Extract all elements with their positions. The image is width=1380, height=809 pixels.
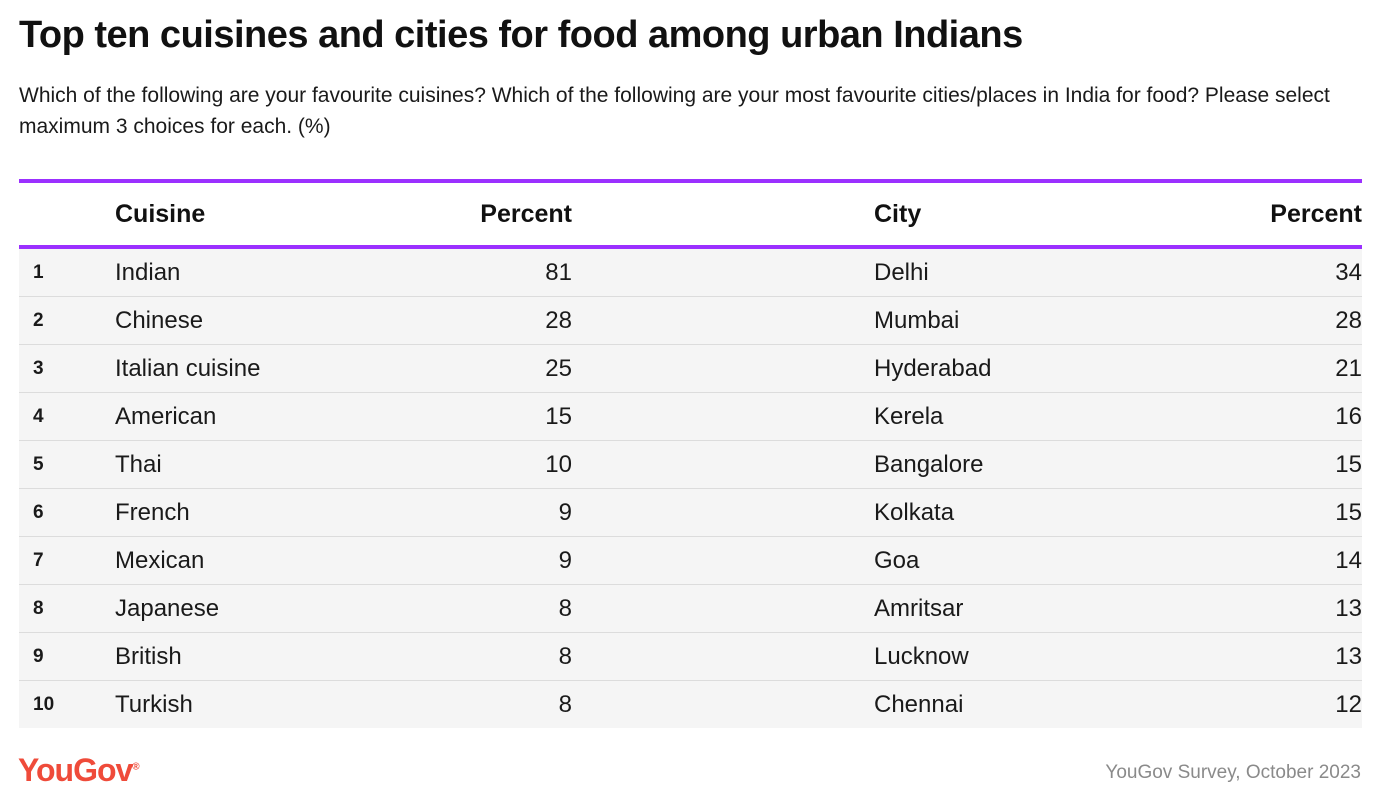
city-cell: Hyderabad bbox=[874, 344, 1134, 393]
city-percent-cell: 16 bbox=[1134, 392, 1362, 441]
ranking-table: Cuisine Percent City Percent 1 Indian 81 De… bbox=[19, 179, 1362, 728]
rank-header bbox=[19, 179, 115, 249]
rank-cell: 2 bbox=[19, 296, 115, 345]
cuisine-percent-cell: 81 bbox=[375, 247, 572, 297]
ranking-table-container: Cuisine Percent City Percent 1 Indian 81 De… bbox=[19, 179, 1362, 728]
city-cell: Mumbai bbox=[874, 296, 1134, 345]
city-percent-header: Percent bbox=[1134, 179, 1362, 249]
table-row: 5 Thai 10 Bangalore 15 bbox=[19, 440, 1362, 489]
spacer-cell bbox=[572, 440, 874, 489]
city-percent-cell: 15 bbox=[1134, 488, 1362, 537]
spacer-cell bbox=[572, 680, 874, 728]
city-percent-cell: 12 bbox=[1134, 680, 1362, 728]
table-row: 10 Turkish 8 Chennai 12 bbox=[19, 680, 1362, 728]
rank-cell: 3 bbox=[19, 344, 115, 393]
city-cell: Chennai bbox=[874, 680, 1134, 728]
city-cell: Kerela bbox=[874, 392, 1134, 441]
spacer-cell bbox=[572, 488, 874, 537]
city-percent-cell: 21 bbox=[1134, 344, 1362, 393]
spacer-header bbox=[572, 179, 874, 249]
cuisine-percent-cell: 25 bbox=[375, 344, 572, 393]
rank-cell: 5 bbox=[19, 440, 115, 489]
rank-cell: 7 bbox=[19, 536, 115, 585]
cuisine-percent-cell: 8 bbox=[375, 632, 572, 681]
spacer-cell bbox=[572, 536, 874, 585]
rank-cell: 10 bbox=[19, 680, 115, 728]
spacer-cell bbox=[572, 247, 874, 297]
city-cell: Lucknow bbox=[874, 632, 1134, 681]
table-row: 8 Japanese 8 Amritsar 13 bbox=[19, 584, 1362, 633]
cuisine-percent-header: Percent bbox=[375, 179, 572, 249]
rank-cell: 1 bbox=[19, 247, 115, 297]
spacer-cell bbox=[572, 344, 874, 393]
cuisine-cell: French bbox=[115, 488, 375, 537]
city-percent-cell: 28 bbox=[1134, 296, 1362, 345]
city-percent-cell: 13 bbox=[1134, 584, 1362, 633]
table-row: 6 French 9 Kolkata 15 bbox=[19, 488, 1362, 537]
spacer-cell bbox=[572, 296, 874, 345]
cuisine-cell: Indian bbox=[115, 247, 375, 297]
cuisine-cell: Italian cuisine bbox=[115, 344, 375, 393]
city-percent-cell: 15 bbox=[1134, 440, 1362, 489]
yougov-logo: YouGov® bbox=[18, 752, 140, 789]
city-percent-cell: 13 bbox=[1134, 632, 1362, 681]
cuisine-cell: Chinese bbox=[115, 296, 375, 345]
rank-cell: 9 bbox=[19, 632, 115, 681]
city-header: City bbox=[874, 179, 1134, 249]
page-title: Top ten cuisines and cities for food amo… bbox=[19, 14, 1023, 56]
city-cell: Kolkata bbox=[874, 488, 1134, 537]
city-cell: Delhi bbox=[874, 247, 1134, 297]
city-percent-cell: 34 bbox=[1134, 247, 1362, 297]
table-row: 3 Italian cuisine 25 Hyderabad 21 bbox=[19, 344, 1362, 393]
cuisine-cell: British bbox=[115, 632, 375, 681]
city-cell: Bangalore bbox=[874, 440, 1134, 489]
cuisine-percent-cell: 28 bbox=[375, 296, 572, 345]
cuisine-percent-cell: 8 bbox=[375, 584, 572, 633]
cuisine-header: Cuisine bbox=[115, 179, 375, 249]
spacer-cell bbox=[572, 584, 874, 633]
city-percent-cell: 14 bbox=[1134, 536, 1362, 585]
cuisine-cell: American bbox=[115, 392, 375, 441]
cuisine-cell: Turkish bbox=[115, 680, 375, 728]
spacer-cell bbox=[572, 632, 874, 681]
cuisine-cell: Mexican bbox=[115, 536, 375, 585]
cuisine-percent-cell: 9 bbox=[375, 488, 572, 537]
table-header-row: Cuisine Percent City Percent bbox=[19, 179, 1362, 249]
page-subtitle: Which of the following are your favourit… bbox=[19, 84, 1330, 138]
cuisine-percent-cell: 8 bbox=[375, 680, 572, 728]
city-cell: Amritsar bbox=[874, 584, 1134, 633]
table-row: 2 Chinese 28 Mumbai 28 bbox=[19, 296, 1362, 345]
table-row: 7 Mexican 9 Goa 14 bbox=[19, 536, 1362, 585]
cuisine-cell: Thai bbox=[115, 440, 375, 489]
source-note: YouGov Survey, October 2023 bbox=[1105, 762, 1361, 783]
cuisine-percent-cell: 15 bbox=[375, 392, 572, 441]
rank-cell: 6 bbox=[19, 488, 115, 537]
table-row: 4 American 15 Kerela 16 bbox=[19, 392, 1362, 441]
cuisine-cell: Japanese bbox=[115, 584, 375, 633]
table-row: 9 British 8 Lucknow 13 bbox=[19, 632, 1362, 681]
table-body: 1 Indian 81 Delhi 34 2 Chinese 28 Mumbai 28 3 Itali… bbox=[19, 247, 1362, 728]
registered-mark-icon: ® bbox=[132, 761, 140, 773]
rank-cell: 8 bbox=[19, 584, 115, 633]
logo-text: YouGov bbox=[18, 752, 133, 788]
spacer-cell bbox=[572, 392, 874, 441]
city-cell: Goa bbox=[874, 536, 1134, 585]
rank-cell: 4 bbox=[19, 392, 115, 441]
cuisine-percent-cell: 10 bbox=[375, 440, 572, 489]
table-row: 1 Indian 81 Delhi 34 bbox=[19, 247, 1362, 297]
cuisine-percent-cell: 9 bbox=[375, 536, 572, 585]
